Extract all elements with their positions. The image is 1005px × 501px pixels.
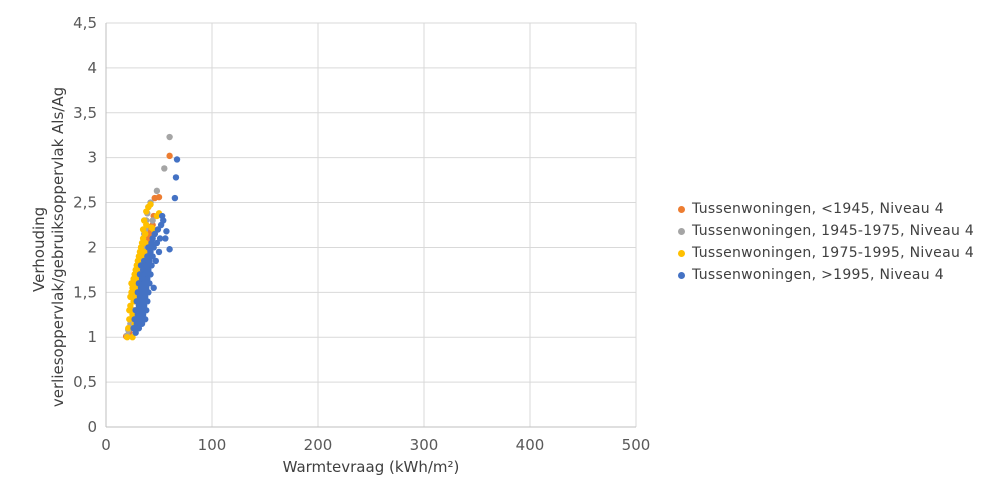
data-point [145,289,152,296]
data-point [166,133,173,141]
data-point [153,187,161,195]
data-point [143,307,150,314]
series-3 [130,156,181,336]
data-point [140,248,148,256]
data-point [172,174,180,181]
x-tick-label: 100 [198,436,227,454]
data-point [153,239,161,247]
legend-label: Tussenwoningen, >1995, Niveau 4 [692,267,944,283]
y-tick-label: 1,5 [73,283,97,301]
legend-marker-3 [678,271,685,279]
data-point [129,334,136,341]
legend-marker-2 [678,249,685,257]
data-point [154,226,162,233]
legend-label: Tussenwoningen, <1945, Niveau 4 [692,201,944,217]
data-points [122,133,181,341]
data-point [151,230,158,238]
data-point [166,152,173,160]
data-point [142,316,149,323]
data-point [163,228,170,235]
legend-item: Tussenwoningen, 1945-1975, Niveau 4 [678,220,974,242]
y-tick-label: 4 [87,59,97,77]
y-tick-label: 3,5 [73,104,97,122]
y-tick-label: 1 [87,328,97,346]
data-point [149,217,156,224]
y-tick-label: 0 [87,418,97,436]
data-point [150,284,157,292]
legend-item: Tussenwoningen, 1975-1995, Niveau 4 [678,242,974,264]
data-point [126,316,133,323]
data-point [132,329,139,336]
data-point [152,257,160,265]
data-point [155,248,163,256]
x-tick-label: 200 [304,436,333,454]
data-point [161,165,168,172]
data-point [147,271,154,278]
chart-legend: Tussenwoningen, <1945, Niveau 4 Tussenwo… [678,198,974,286]
y-tick-label: 4,5 [73,14,97,32]
data-point [135,325,143,332]
data-point [156,235,164,242]
grid-lines [106,22,637,427]
legend-label: Tussenwoningen, 1945-1975, Niveau 4 [692,223,975,239]
data-point [150,244,157,251]
data-point [124,334,131,341]
data-point [138,320,146,327]
data-point [144,298,151,305]
data-point [147,201,154,208]
data-point [160,217,167,224]
data-point [143,221,150,229]
data-point [146,280,153,287]
x-tick-label: 400 [516,436,545,454]
y-tick-label: 2 [87,238,97,256]
legend-label: Tussenwoningen, 1975-1995, Niveau 4 [692,245,975,261]
data-point [127,302,134,309]
data-point [173,156,181,163]
x-axis-title: Warmtevraag (kWh/m²) [283,458,460,476]
x-tick-label: 0 [101,436,111,454]
data-point [149,253,156,260]
y-axis-title: Verhouding verliesoppervlak/gebruiksoppe… [30,87,67,407]
x-tick-label: 500 [622,436,651,454]
legend-item: Tussenwoningen, >1995, Niveau 4 [678,264,974,286]
data-point [142,239,149,247]
axes: 0 0,5 1 1,5 2 2,5 3 3,5 4 4,5 0 100 200 300 400 500 [73,14,650,454]
y-tick-label: 0,5 [73,373,97,391]
data-point [166,246,173,253]
data-point [142,230,149,238]
legend-marker-1 [678,227,685,235]
data-point [155,193,163,201]
x-tick-label: 300 [410,436,439,454]
data-point [162,235,169,242]
data-point [171,194,179,202]
legend-marker-0 [678,205,685,213]
data-point [148,262,155,269]
y-tick-label: 2,5 [73,194,97,212]
data-point [125,325,132,332]
y-axis-title-line-1: Verhouding [30,207,48,292]
y-axis-title-line-2: verliesoppervlak/gebruiksoppervlak Als/A… [49,87,67,407]
legend-item: Tussenwoningen, <1945, Niveau 4 [678,198,974,220]
y-tick-label: 3 [87,149,97,167]
